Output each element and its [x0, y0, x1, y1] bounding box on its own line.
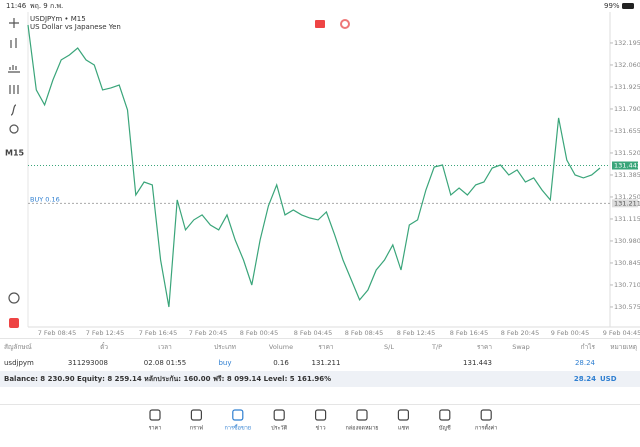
column-header: T/P — [431, 343, 442, 351]
flag-icon[interactable] — [315, 20, 325, 28]
tab-icon[interactable] — [149, 409, 161, 421]
column-header: ประเภท — [214, 343, 236, 351]
column-header: หมายเหตุ — [610, 343, 637, 351]
x-tick-label: 9 Feb 00:45 — [551, 329, 590, 337]
y-tick-label: 132.195 — [614, 39, 640, 47]
column-header: ราคา — [477, 343, 492, 351]
bid-price-label: 131.443 — [614, 162, 640, 170]
tab-icon[interactable] — [439, 409, 451, 421]
column-header: Volume — [269, 343, 293, 351]
account-summary: Balance: 8 230.90 Equity: 8 259.14 หลักป… — [4, 375, 331, 383]
x-tick-label: 8 Feb 20:45 — [501, 329, 540, 337]
y-tick-label: 132.060 — [614, 61, 640, 69]
y-tick-label: 131.790 — [614, 105, 640, 113]
y-tick-label: 131.385 — [614, 171, 640, 179]
cell: 02.08 01:55 — [144, 359, 186, 367]
cell: 131.443 — [463, 359, 492, 367]
y-tick-label: 131.925 — [614, 83, 640, 91]
y-tick-label: 131.655 — [614, 127, 640, 135]
objects-tool[interactable] — [9, 124, 19, 134]
x-tick-label: 7 Feb 16:45 — [139, 329, 178, 337]
status-date: พฤ. 9 ก.พ. — [30, 2, 63, 10]
tab-icon[interactable] — [232, 409, 244, 421]
tab-label[interactable]: การซื้อขาย — [225, 424, 251, 432]
tab-icon[interactable] — [190, 409, 202, 421]
column-header: สัญลักษณ์ — [4, 343, 32, 351]
tab-bar: ราคา กราฟ การซื้อขาย ประวัติ ข่าว กล่องจดหมาย… — [149, 409, 497, 432]
tab-label[interactable]: แชท — [398, 425, 409, 432]
x-tick-label: 8 Feb 04:45 — [294, 329, 333, 337]
tab-label[interactable]: ประวัติ — [271, 425, 287, 432]
tab-label[interactable]: กราฟ — [190, 425, 203, 432]
tab-icon[interactable] — [397, 409, 409, 421]
x-tick-label: 7 Feb 20:45 — [189, 329, 228, 337]
x-tick-label: 7 Feb 12:45 — [86, 329, 125, 337]
x-tick-label: 7 Feb 08:45 — [38, 329, 77, 337]
x-tick-label: 8 Feb 08:45 — [345, 329, 384, 337]
zoom-tool[interactable] — [8, 292, 20, 304]
y-tick-label: 131.520 — [614, 149, 640, 157]
cell: buy — [218, 359, 231, 367]
app-icon[interactable] — [9, 318, 19, 328]
summary-currency: USD — [600, 375, 617, 383]
summary-profit: 28.24 — [574, 375, 596, 383]
y-tick-label: 130.575 — [614, 303, 640, 311]
y-tick-label: 131.250 — [614, 193, 640, 201]
positions-table: สัญลักษณ์ ตั๋ว เวลา ประเภท Volume ราคา S/L T/P ร… — [4, 342, 637, 367]
tab-label[interactable]: ราคา — [149, 426, 162, 432]
y-tick-label: 131.115 — [614, 215, 640, 223]
tab-icon[interactable] — [273, 409, 285, 421]
order-price-label: 131.211 — [614, 199, 640, 207]
left-toolbar — [8, 18, 20, 304]
function-tool[interactable] — [10, 104, 17, 116]
candles-tool[interactable] — [10, 38, 17, 48]
timeframe[interactable]: M15 — [5, 149, 25, 158]
column-header: ราคา — [318, 343, 333, 351]
chart-area: 132.195 132.060 131.925 131.790 131.655 131.5… — [27, 24, 640, 337]
settings-tool[interactable] — [9, 85, 19, 94]
tab-label[interactable]: กล่องจดหมาย — [345, 426, 378, 432]
column-header: เวลา — [158, 343, 172, 351]
tab-label[interactable]: ข่าว — [316, 426, 326, 432]
x-tick-label: 8 Feb 12:45 — [397, 329, 436, 337]
y-tick-label: 130.980 — [614, 237, 640, 245]
tabbar-border — [0, 404, 640, 405]
order-label: BUY 0.16 — [30, 195, 60, 203]
x-tick-label: 8 Feb 00:45 — [240, 329, 279, 337]
order-price-box — [612, 199, 638, 208]
symbol: USDJPYm • M15 — [30, 15, 86, 23]
column-header: Swap — [512, 343, 530, 351]
indicators-tool[interactable] — [8, 65, 20, 73]
tab-label[interactable]: การตั้งค่า — [475, 424, 497, 432]
indicator-icon[interactable] — [340, 19, 350, 29]
cell: usdjpym — [4, 359, 34, 367]
price-line — [27, 24, 601, 308]
column-header: กำไร — [581, 343, 596, 351]
column-header: S/L — [384, 343, 394, 351]
tab-icon[interactable] — [356, 409, 368, 421]
tab-icon[interactable] — [480, 409, 492, 421]
x-tick-label: 9 Feb 04:45 — [603, 329, 640, 337]
tab-label[interactable]: บัญชี — [439, 425, 451, 432]
x-tick-label: 8 Feb 16:45 — [450, 329, 489, 337]
y-tick-label: 130.710 — [614, 281, 640, 289]
bid-price-box — [612, 161, 638, 170]
y-tick-label: 130.845 — [614, 259, 640, 267]
cell: 28.24 — [575, 359, 596, 367]
cell: 0.16 — [273, 359, 289, 367]
divider — [0, 338, 640, 339]
cell: 131.211 — [312, 359, 341, 367]
symbol-description: US Dollar vs Japanese Yen — [30, 23, 121, 31]
status-time: 11:46 — [6, 2, 27, 10]
summary-row — [0, 371, 640, 387]
status-battery: 99% — [604, 2, 620, 10]
tab-icon[interactable] — [315, 409, 327, 421]
cell: 311293008 — [68, 359, 108, 367]
battery-icon — [622, 3, 634, 9]
column-header: ตั๋ว — [100, 342, 108, 351]
crosshair-tool[interactable] — [9, 18, 19, 28]
